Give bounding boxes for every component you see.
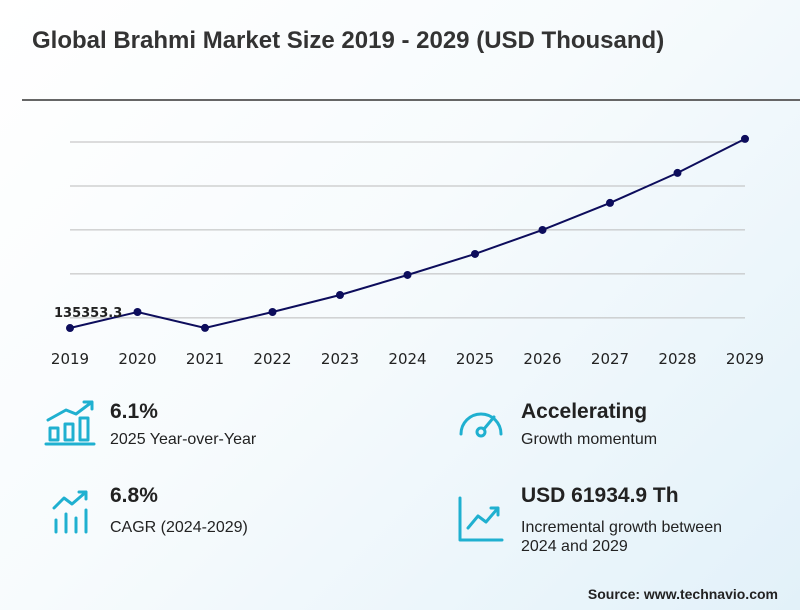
data-point bbox=[133, 308, 142, 317]
title-rule bbox=[22, 99, 800, 101]
series-line bbox=[69, 137, 746, 329]
bar-growth-icon bbox=[44, 400, 96, 446]
stat-label: Growth momentum bbox=[521, 431, 658, 448]
data-point bbox=[403, 270, 412, 279]
stat-label: 2025 Year-over-Year bbox=[110, 431, 257, 448]
cagr-icon bbox=[52, 490, 88, 534]
chart: 2019 2020 2021 2022 2023 2024 2025 2026 2027 2028… bbox=[51, 134, 764, 368]
x-tick-label: 2028 bbox=[658, 350, 696, 368]
x-tick-label: 2025 bbox=[456, 350, 494, 368]
stat-label: Incremental growth between 2024 and 2029 bbox=[521, 519, 722, 555]
data-point bbox=[673, 168, 682, 177]
stat-value: 6.8% bbox=[110, 484, 158, 507]
x-tick-label: 2022 bbox=[253, 350, 291, 368]
x-tick-label: 2029 bbox=[726, 350, 764, 368]
gauge-icon bbox=[459, 412, 503, 438]
x-tick-label: 2026 bbox=[523, 350, 561, 368]
x-tick-label: 2024 bbox=[388, 350, 426, 368]
stat: Accelerating Growth momentum bbox=[521, 400, 657, 449]
incremental-icon bbox=[458, 496, 504, 542]
data-point bbox=[741, 134, 749, 143]
data-point bbox=[336, 291, 344, 300]
x-tick-label: 2020 bbox=[118, 350, 156, 368]
stat-label: CAGR (2024-2029) bbox=[110, 519, 248, 536]
stat: USD 61934.9 Th Incremental growth betwee… bbox=[521, 484, 751, 556]
data-point bbox=[538, 225, 547, 234]
data-point bbox=[66, 324, 74, 333]
stat-value: Accelerating bbox=[521, 400, 648, 423]
x-tick-label: 2019 bbox=[51, 350, 89, 368]
stat-value: 6.1% bbox=[110, 400, 158, 423]
data-point bbox=[471, 249, 479, 258]
data-point bbox=[201, 323, 209, 332]
data-point bbox=[268, 308, 277, 317]
stat-value: USD 61934.9 Th bbox=[521, 484, 679, 507]
data-point bbox=[606, 198, 614, 207]
stat: 6.1% 2025 Year-over-Year bbox=[110, 400, 256, 449]
x-tick-label: 2021 bbox=[186, 350, 224, 368]
source: Source: www.technavio.com bbox=[587, 586, 778, 602]
chart-title: Global Brahmi Market Size 2019 - 2029 (U… bbox=[32, 27, 665, 54]
stat: 6.8% CAGR (2024-2029) bbox=[110, 484, 248, 537]
x-tick-label: 2027 bbox=[591, 350, 629, 368]
x-tick-label: 2023 bbox=[321, 350, 359, 368]
data-label: 135353.3 bbox=[54, 306, 122, 321]
